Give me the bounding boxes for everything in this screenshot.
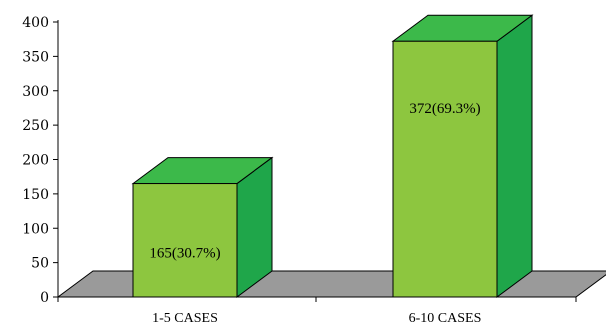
data-label: 165(30.7%) bbox=[149, 245, 220, 261]
bar: 165(30.7%) bbox=[131, 156, 274, 298]
x-axis-labels: 1-5 CASES 6-10 CASES bbox=[152, 311, 481, 326]
x-tick-label: 1-5 CASES bbox=[152, 311, 218, 326]
y-tick-label: 350 bbox=[22, 49, 49, 65]
y-tick-label: 50 bbox=[31, 256, 49, 272]
bar-front bbox=[392, 40, 498, 298]
bar-side bbox=[496, 14, 533, 298]
y-tick-label: 300 bbox=[22, 84, 49, 100]
x-tick-label: 6-10 CASES bbox=[409, 311, 482, 326]
bar-front bbox=[132, 183, 238, 298]
y-tick-label: 0 bbox=[40, 290, 49, 306]
y-tick-label: 200 bbox=[22, 153, 49, 169]
x-axis-ticks bbox=[57, 297, 577, 302]
y-tick-label: 150 bbox=[22, 187, 49, 203]
data-label: 372(69.3%) bbox=[409, 101, 480, 117]
bars: 165(30.7%) 372(69.3%) bbox=[131, 14, 534, 298]
y-tick-label: 250 bbox=[22, 118, 49, 134]
y-axis-ticks: 0 50 100 150 200 250 300 350 400 bbox=[22, 15, 58, 306]
bar: 372(69.3%) bbox=[391, 14, 534, 298]
y-tick-label: 100 bbox=[22, 221, 49, 237]
y-tick-label: 400 bbox=[22, 15, 49, 31]
